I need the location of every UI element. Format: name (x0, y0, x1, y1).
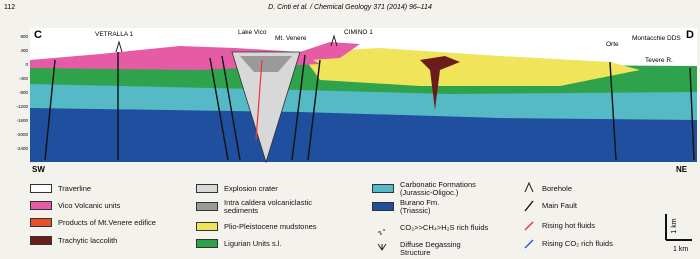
depth-tick: -1200 (16, 104, 28, 109)
cross-section (30, 28, 697, 162)
page-number: 112 (4, 4, 15, 11)
dds-icon (378, 244, 386, 250)
site-label: CIMINO 1 (344, 29, 373, 36)
legend-label: Burano Fm. (Triassic) (400, 199, 470, 215)
fault-icon (525, 201, 533, 211)
section-start: C (34, 29, 42, 41)
depth-tick: -800 (19, 90, 29, 95)
scale-horizontal: 1 km (673, 246, 688, 253)
legend-swatch (196, 184, 218, 193)
legend-swatch (30, 201, 52, 210)
hot-fluid-icon (525, 222, 533, 230)
borehole-icon (525, 183, 533, 192)
fluid-icon (378, 230, 385, 234)
legend-swatch (30, 236, 52, 245)
legend-swatch (30, 218, 52, 227)
legend-label: Rising CO₂ rich fluids (542, 240, 613, 248)
legend-swatch (372, 202, 394, 211)
legend-label: Carbonatic Formations (Jurassic-Oligoc.) (400, 181, 510, 197)
direction-ne: NE (676, 165, 688, 174)
depth-tick: -1600 (16, 118, 28, 123)
legend-label: Explosion crater (224, 185, 278, 193)
depth-tick: 0 (25, 62, 28, 67)
legend-label: Intra caldera volcaniclastic sediments (224, 199, 344, 215)
site-label: Tevere R. (645, 57, 673, 64)
site-label: Montacchie DDS (632, 35, 681, 42)
depth-tick: 800 (20, 34, 28, 39)
legend-label: CO₂>>CH₄>H₂S rich fluids (400, 224, 488, 232)
depth-tick: -2000 (16, 132, 28, 137)
legend-label: Trachytic laccolith (58, 237, 117, 245)
site-label: VETRALLA 1 (95, 31, 134, 38)
legend-swatch (196, 222, 218, 231)
legend-label: Products of Mt.Venere edifice (58, 219, 156, 227)
site-label: Lake Vico (238, 29, 267, 36)
legend-label: Ligurian Units s.l. (224, 240, 282, 248)
legend-swatch (196, 239, 218, 248)
legend-label: Traverline (58, 185, 91, 193)
depth-tick: -2400 (16, 146, 28, 151)
co2-fluid-icon (525, 240, 533, 248)
depth-axis: 800 400 0 -400 -800 -1200 -1600 -2000 -2… (16, 34, 28, 151)
citation: D. Cinti et al. / Chemical Geology 371 (… (268, 4, 432, 11)
site-label: Mt. Venere (275, 35, 307, 42)
depth-tick: 400 (20, 48, 28, 53)
site-label: Orte (606, 41, 619, 48)
legend-label: Diffuse Degassing Structure (400, 241, 490, 257)
legend-label: Main Fault (542, 202, 577, 210)
section-end: D (686, 29, 694, 41)
direction-sw: SW (32, 165, 45, 174)
legend-swatch (372, 184, 394, 193)
legend-label: Plio-Pleistocene mudstones (224, 223, 317, 231)
legend-swatch (30, 184, 52, 193)
depth-tick: -400 (19, 76, 29, 81)
legend-label: Borehole (542, 185, 572, 193)
legend-swatch (196, 202, 218, 211)
legend-label: Vico Volcanic units (58, 202, 120, 210)
page: {"header": {"page": "112", "citation": "… (0, 0, 700, 259)
legend-label: Rising hot fluids (542, 222, 595, 230)
scale-vertical: 1 km (671, 218, 678, 233)
